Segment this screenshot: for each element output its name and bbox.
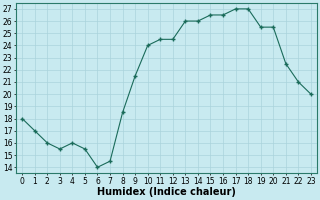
- X-axis label: Humidex (Indice chaleur): Humidex (Indice chaleur): [97, 187, 236, 197]
